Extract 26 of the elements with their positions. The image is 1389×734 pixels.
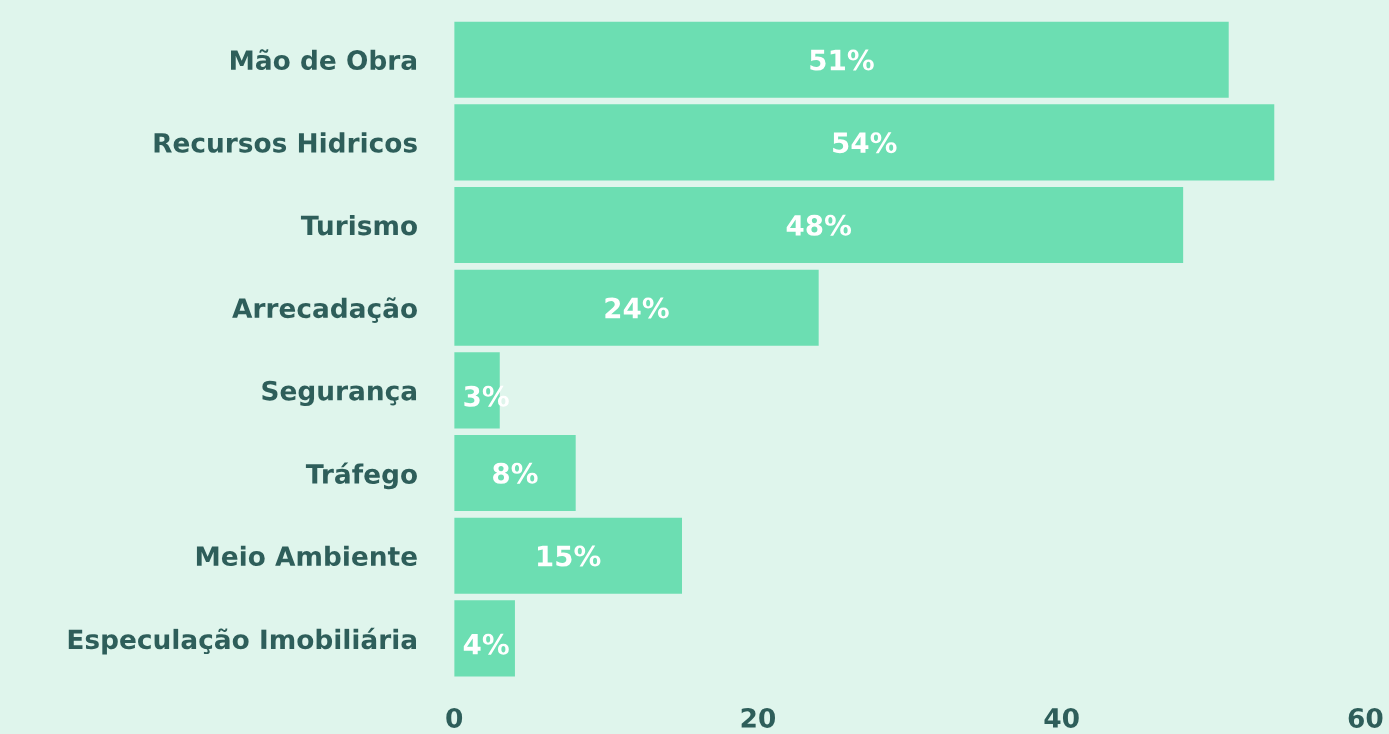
x-tick-label: 40 (1044, 707, 1079, 728)
x-tick-label: 60 (1348, 707, 1383, 728)
bar (454, 186, 1184, 264)
y-tick-label: Especulação Imobiliária (68, 627, 417, 655)
bar (454, 600, 515, 677)
data-label: 15% (537, 545, 601, 567)
data-label: 48% (786, 214, 852, 236)
y-tick-label: Recursos Hidricos (154, 132, 417, 153)
bar (454, 21, 1229, 98)
x-tick-label: 20 (741, 707, 776, 728)
y-tick-label: Tráfego (305, 462, 417, 490)
data-label: 8% (493, 462, 538, 484)
data-label: 51% (810, 49, 874, 71)
data-label: 4% (463, 633, 509, 655)
y-tick-label: Arrecadação (232, 297, 417, 323)
y-tick-label: Mão de Obra (231, 49, 417, 71)
bar (454, 269, 819, 346)
y-tick-label: Turismo (300, 214, 417, 236)
bar (454, 104, 1275, 181)
y-tick-label: Segurança (262, 380, 417, 406)
y-tick-label: Meio Ambiente (196, 545, 417, 567)
bar (454, 517, 682, 594)
data-label: 54% (833, 132, 897, 154)
x-tick-label: 0 (446, 707, 463, 728)
bar (454, 434, 576, 512)
data-label: 24% (605, 297, 669, 319)
